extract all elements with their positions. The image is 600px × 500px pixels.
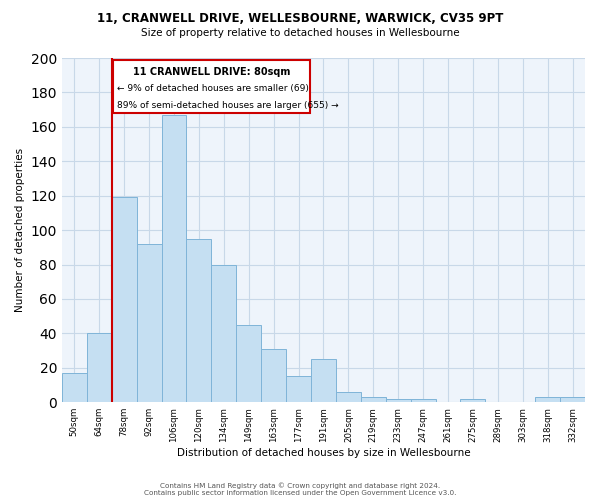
Bar xyxy=(261,349,286,402)
Bar xyxy=(460,399,485,402)
Text: 11 CRANWELL DRIVE: 80sqm: 11 CRANWELL DRIVE: 80sqm xyxy=(133,66,290,76)
Text: 11, CRANWELL DRIVE, WELLESBOURNE, WARWICK, CV35 9PT: 11, CRANWELL DRIVE, WELLESBOURNE, WARWIC… xyxy=(97,12,503,26)
Bar xyxy=(137,244,161,402)
Y-axis label: Number of detached properties: Number of detached properties xyxy=(15,148,25,312)
Bar xyxy=(211,264,236,402)
Bar xyxy=(336,392,361,402)
Bar xyxy=(361,397,386,402)
Text: Contains HM Land Registry data © Crown copyright and database right 2024.: Contains HM Land Registry data © Crown c… xyxy=(160,482,440,489)
Bar xyxy=(87,334,112,402)
Bar xyxy=(187,238,211,402)
Bar xyxy=(286,376,311,402)
Text: Size of property relative to detached houses in Wellesbourne: Size of property relative to detached ho… xyxy=(140,28,460,38)
Bar xyxy=(236,325,261,402)
Bar xyxy=(386,399,410,402)
FancyBboxPatch shape xyxy=(113,60,310,113)
Bar xyxy=(535,397,560,402)
Bar xyxy=(62,373,87,402)
Text: ← 9% of detached houses are smaller (69): ← 9% of detached houses are smaller (69) xyxy=(117,84,308,93)
Bar xyxy=(161,115,187,402)
Bar xyxy=(311,359,336,402)
Text: Contains public sector information licensed under the Open Government Licence v3: Contains public sector information licen… xyxy=(144,490,456,496)
Text: 89% of semi-detached houses are larger (655) →: 89% of semi-detached houses are larger (… xyxy=(117,101,338,110)
Bar xyxy=(560,397,585,402)
X-axis label: Distribution of detached houses by size in Wellesbourne: Distribution of detached houses by size … xyxy=(176,448,470,458)
Bar xyxy=(112,198,137,402)
Bar xyxy=(410,399,436,402)
